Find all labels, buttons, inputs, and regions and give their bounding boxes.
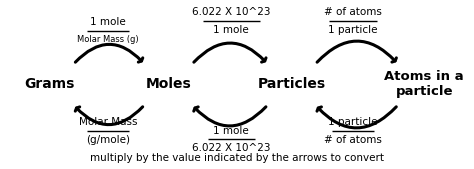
Text: Grams: Grams: [25, 78, 75, 91]
Text: 1 particle: 1 particle: [328, 117, 378, 127]
Text: multiply by the value indicated by the arrows to convert: multiply by the value indicated by the a…: [90, 153, 384, 163]
Text: Molar Mass (g): Molar Mass (g): [77, 35, 139, 44]
Text: 1 mole: 1 mole: [213, 25, 249, 35]
Text: Particles: Particles: [257, 78, 326, 91]
Text: # of atoms: # of atoms: [324, 7, 382, 17]
Text: Atoms in a
particle: Atoms in a particle: [384, 70, 464, 99]
Text: 6.022 X 10^23: 6.022 X 10^23: [192, 7, 271, 17]
Text: # of atoms: # of atoms: [324, 135, 382, 145]
Text: 1 mole: 1 mole: [90, 17, 126, 28]
Text: 1 particle: 1 particle: [328, 25, 378, 35]
Text: Moles: Moles: [146, 78, 191, 91]
Text: 1 mole: 1 mole: [213, 126, 249, 136]
Text: Molar Mass: Molar Mass: [79, 117, 137, 127]
Text: (g/mole): (g/mole): [86, 135, 130, 145]
Text: 6.022 X 10^23: 6.022 X 10^23: [192, 143, 271, 153]
